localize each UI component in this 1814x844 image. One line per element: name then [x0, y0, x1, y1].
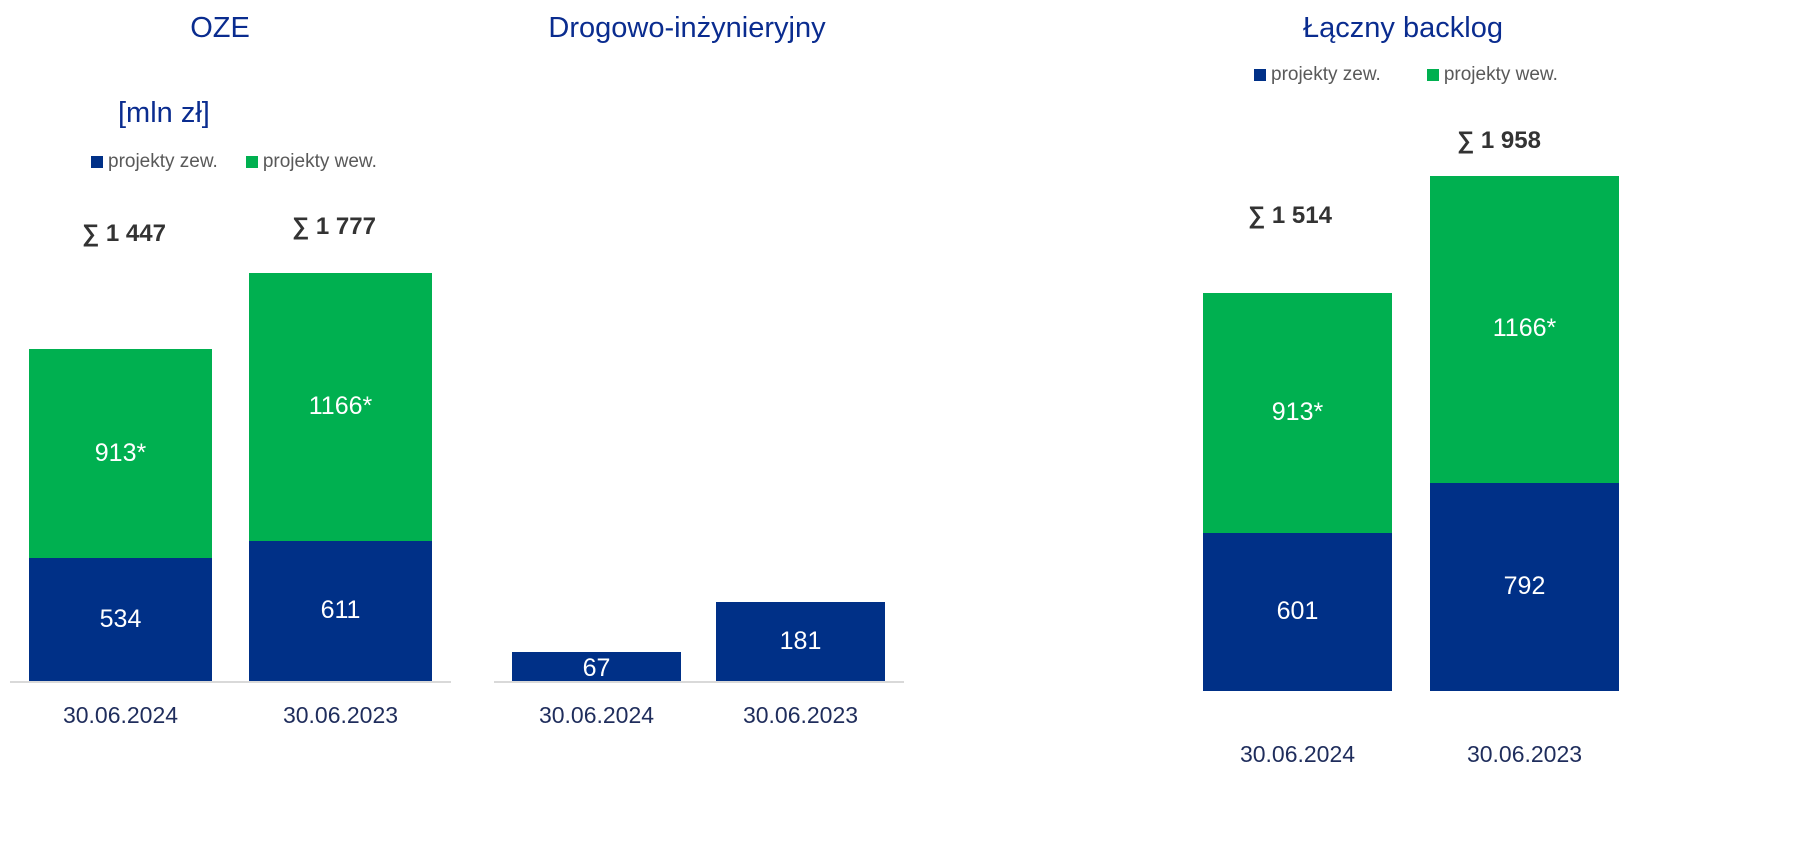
legend-swatch-zew: [1254, 69, 1266, 81]
bar-value-label: 611: [320, 595, 361, 624]
bar-value-label: 913*: [94, 438, 147, 467]
bar-zew: [249, 540, 432, 681]
legend-swatch-wew: [245, 156, 258, 168]
legend-label-zew: projekty zew.: [1271, 64, 1381, 85]
chart-title-oze: OZE: [190, 12, 250, 44]
chart-title-drogowo: Drogowo-inżynieryjny: [548, 12, 826, 44]
bar-wew: [1203, 292, 1392, 533]
bar-wew: [29, 348, 212, 559]
bar-value-label: 181: [779, 626, 822, 655]
bar-value-label: 913*: [1271, 397, 1324, 426]
total-label: ∑ 1 958: [1457, 127, 1541, 154]
bar-value-label: 792: [1503, 571, 1546, 600]
x-axis-line: [494, 681, 904, 683]
legend-backlog: projekty zew. projekty wew.: [1254, 64, 1586, 86]
legend-oze: projekty zew. projekty wew.: [91, 151, 405, 173]
x-tick-label: 30.06.2023: [1466, 741, 1583, 767]
total-label: ∑ 1 447: [82, 220, 166, 247]
bar-zew: [29, 558, 212, 681]
bar-zew: [1203, 532, 1392, 691]
bar-wew: [1430, 175, 1619, 483]
x-tick-label: 30.06.2024: [1239, 741, 1356, 767]
bar-value-label: 601: [1276, 596, 1319, 625]
legend-swatch-wew: [1426, 69, 1439, 81]
bar-zew: [1430, 482, 1619, 691]
x-tick-label: 30.06.2023: [742, 702, 859, 728]
bar-value-label: 67: [582, 653, 611, 682]
x-axis-line: [10, 681, 451, 683]
bar-value-label: 1166*: [308, 391, 373, 420]
legend-label-wew: projekty wew.: [262, 151, 377, 172]
x-tick-label: 30.06.2024: [62, 702, 179, 728]
bar-value-label: 534: [99, 604, 142, 633]
legend-swatch-zew: [91, 156, 103, 168]
total-label: ∑ 1 514: [1248, 202, 1332, 229]
bar-zew: [512, 651, 681, 681]
legend-label-zew: projekty zew.: [108, 151, 218, 172]
total-label: ∑ 1 777: [292, 213, 376, 240]
bar-zew: [716, 602, 885, 681]
legend-label-wew: projekty wew.: [1443, 64, 1558, 85]
chart-title-backlog: Łączny backlog: [1303, 12, 1503, 44]
x-tick-label: 30.06.2024: [538, 702, 655, 728]
bar-wew: [249, 273, 432, 541]
x-tick-label: 30.06.2023: [282, 702, 399, 728]
unit-label: [mln zł]: [118, 97, 210, 129]
bar-value-label: 1166*: [1492, 314, 1557, 343]
